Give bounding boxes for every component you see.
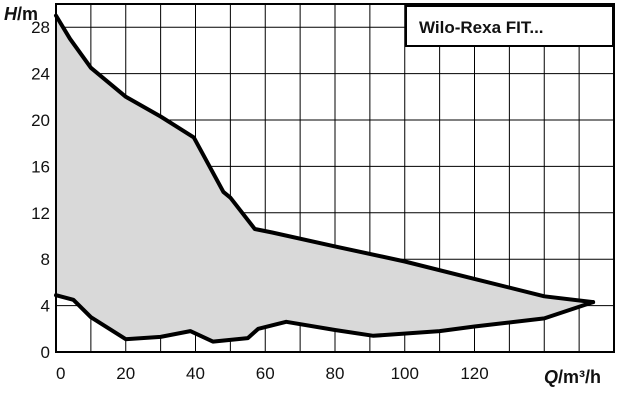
y-tick-labels: 0 4 8 12 16 20 24 28 xyxy=(31,18,50,362)
x-tick-label: 20 xyxy=(116,364,135,383)
title-box-frame xyxy=(405,5,614,47)
y-tick-label: 4 xyxy=(41,297,50,316)
y-tick-label: 28 xyxy=(31,18,50,37)
series-upper-line xyxy=(54,13,596,305)
x-tick-label: 100 xyxy=(391,364,419,383)
y-tick-label: 8 xyxy=(41,250,50,269)
y-axis-title: H/m xyxy=(4,4,38,24)
y-tick-label: 16 xyxy=(31,157,50,176)
x-tick-label: 60 xyxy=(256,364,275,383)
x-tick-label: 80 xyxy=(326,364,345,383)
y-axis-variable: H xyxy=(4,4,18,24)
y-axis-unit: /m xyxy=(17,4,38,24)
x-axis-title: Q/m³/h xyxy=(544,367,601,387)
x-axis-variable: Q xyxy=(544,367,558,387)
y-tick-label: 0 xyxy=(41,343,50,362)
x-axis-unit: /m³/h xyxy=(558,367,601,387)
x-tick-label: 0 xyxy=(56,364,65,383)
y-tick-label: 24 xyxy=(31,65,50,84)
title-box: Wilo-Rexa FIT... xyxy=(405,5,614,47)
x-tick-labels: 0 20 40 60 80 100 120 xyxy=(56,364,489,383)
operating-range-area xyxy=(56,15,594,342)
x-tick-label: 120 xyxy=(460,364,488,383)
y-tick-label: 20 xyxy=(31,111,50,130)
x-tick-label: 40 xyxy=(186,364,205,383)
chart-title: Wilo-Rexa FIT... xyxy=(419,18,544,37)
plot-frame xyxy=(55,3,615,353)
series-lower-line xyxy=(54,293,596,344)
y-tick-label: 12 xyxy=(31,204,50,223)
